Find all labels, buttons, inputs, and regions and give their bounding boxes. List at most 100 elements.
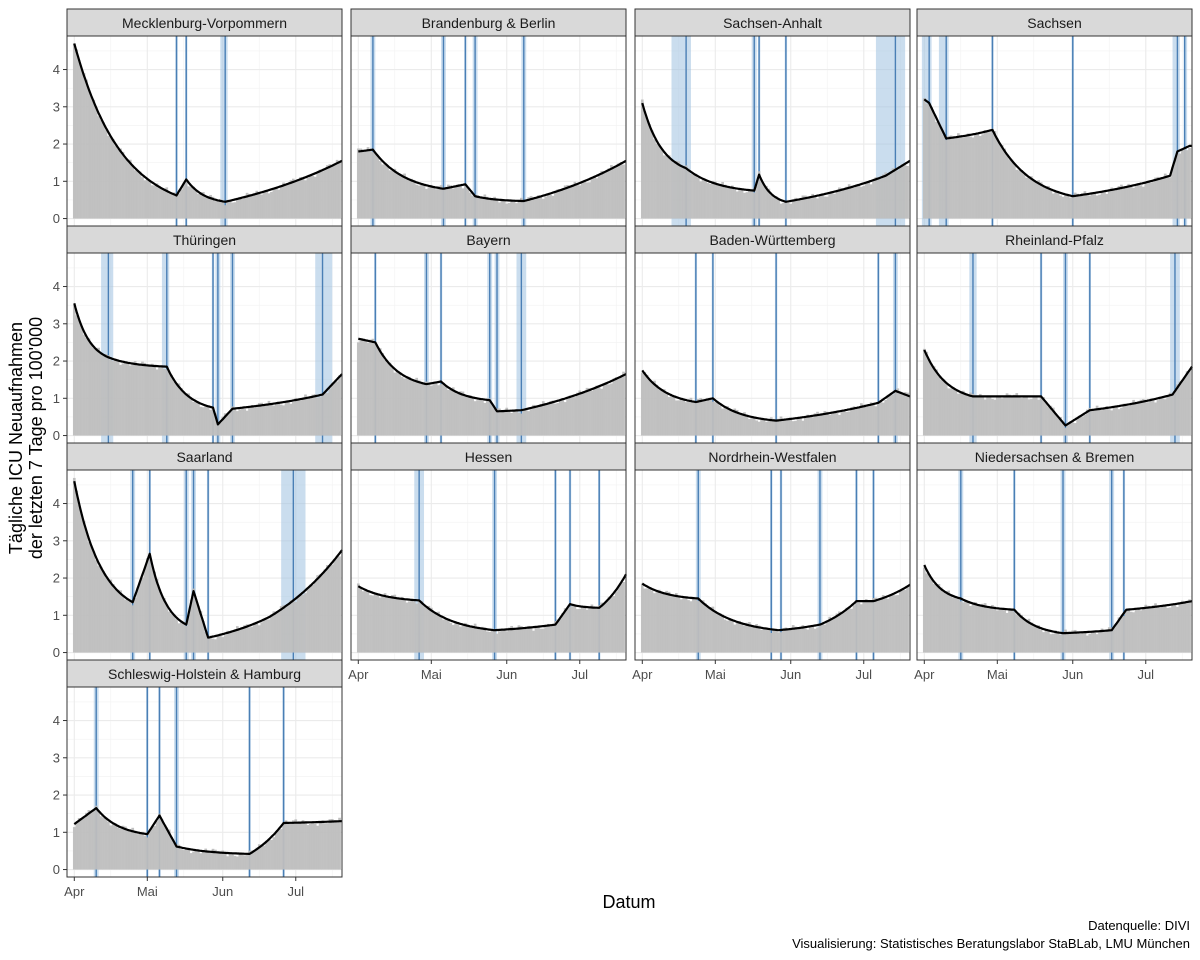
panel-title: Sachsen (1027, 15, 1081, 31)
daily-bar (323, 392, 327, 436)
daily-bar (930, 365, 933, 436)
daily-bar (257, 402, 261, 436)
daily-bar (731, 411, 734, 436)
daily-bar (468, 627, 472, 653)
daily-bar (1037, 180, 1041, 219)
daily-bar (72, 827, 76, 870)
daily-bar (243, 625, 246, 653)
daily-bar (939, 587, 943, 653)
daily-bar (104, 129, 108, 219)
daily-bar (806, 629, 810, 653)
daily-bar (408, 601, 411, 653)
daily-bar (1100, 191, 1104, 219)
daily-bar (903, 392, 907, 436)
daily-bar (267, 619, 271, 653)
daily-bar (1120, 407, 1123, 436)
breakpoint-band (220, 36, 228, 226)
daily-bar (969, 136, 972, 219)
daily-bar (109, 579, 113, 653)
daily-bar (1139, 610, 1143, 653)
daily-bar (378, 597, 382, 653)
daily-bar (471, 625, 475, 653)
daily-bar (260, 402, 264, 436)
daily-bar (473, 401, 477, 436)
daily-bar (1017, 612, 1021, 653)
daily-bar (935, 585, 938, 653)
daily-bar (721, 181, 724, 219)
daily-bar (131, 827, 135, 870)
daily-bar (361, 151, 365, 219)
x-tick-label: Jul (571, 667, 588, 682)
daily-bar (859, 186, 863, 219)
daily-bar (889, 394, 892, 436)
daily-bar (187, 614, 191, 653)
daily-bar (417, 380, 421, 436)
daily-bar (321, 574, 324, 653)
daily-bar (1008, 159, 1011, 219)
daily-bar (667, 396, 671, 436)
daily-bar (1054, 191, 1058, 219)
daily-bar (738, 188, 741, 219)
daily-bar (170, 613, 173, 653)
daily-bar (830, 191, 834, 219)
daily-bar (534, 405, 538, 436)
daily-bar (1124, 187, 1128, 219)
daily-bar (692, 597, 695, 653)
daily-bar (939, 127, 943, 219)
daily-bar (189, 853, 193, 870)
daily-bar (124, 158, 127, 219)
daily-bar (240, 852, 244, 870)
daily-bar (981, 396, 985, 436)
daily-bar (318, 169, 322, 219)
daily-bar (1047, 185, 1050, 219)
daily-bar (85, 79, 88, 219)
daily-bar (420, 383, 423, 436)
daily-bar (296, 180, 300, 219)
daily-bar (270, 614, 273, 653)
daily-bar (309, 823, 312, 870)
daily-bar (133, 170, 137, 219)
daily-bar (82, 817, 86, 870)
daily-bar (277, 829, 281, 870)
daily-bar (153, 825, 156, 870)
x-tick-label: Jun (496, 667, 517, 682)
y-axis-title: Tägliche ICU Neuaufnahmen der letzten 7 … (6, 317, 46, 559)
daily-bar (1103, 631, 1106, 653)
daily-bar (825, 411, 829, 436)
daily-bar (566, 399, 569, 436)
daily-bar (1122, 187, 1126, 219)
panel-title: Rheinland-Pfalz (1005, 232, 1104, 248)
daily-bar (335, 555, 339, 653)
daily-bar (769, 417, 773, 436)
daily-bar (1093, 192, 1096, 219)
daily-bar (136, 587, 139, 653)
daily-bar (723, 406, 727, 436)
daily-bar (476, 627, 479, 653)
daily-bar (869, 601, 873, 653)
y-tick-label: 1 (53, 391, 60, 406)
daily-bar (949, 595, 953, 653)
daily-bar (245, 624, 249, 653)
daily-bar (182, 182, 186, 219)
daily-bar (1073, 192, 1077, 219)
daily-bar (1173, 604, 1177, 653)
y-tick-label: 4 (53, 713, 60, 728)
daily-bar (709, 183, 712, 219)
daily-bar (889, 595, 892, 653)
daily-bar (313, 176, 317, 219)
daily-bar (546, 404, 550, 436)
daily-bar (243, 855, 246, 870)
daily-bar (226, 856, 229, 870)
y-tick-label: 4 (53, 496, 60, 511)
daily-bar (75, 49, 79, 219)
daily-bar (556, 189, 560, 219)
daily-bar (672, 162, 676, 219)
daily-bar (677, 161, 681, 219)
daily-bar (265, 190, 268, 219)
daily-bar (1042, 187, 1045, 219)
daily-bar (833, 617, 836, 653)
breakpoint-band (1172, 36, 1180, 226)
daily-bar (687, 399, 690, 436)
daily-bar (986, 606, 989, 653)
